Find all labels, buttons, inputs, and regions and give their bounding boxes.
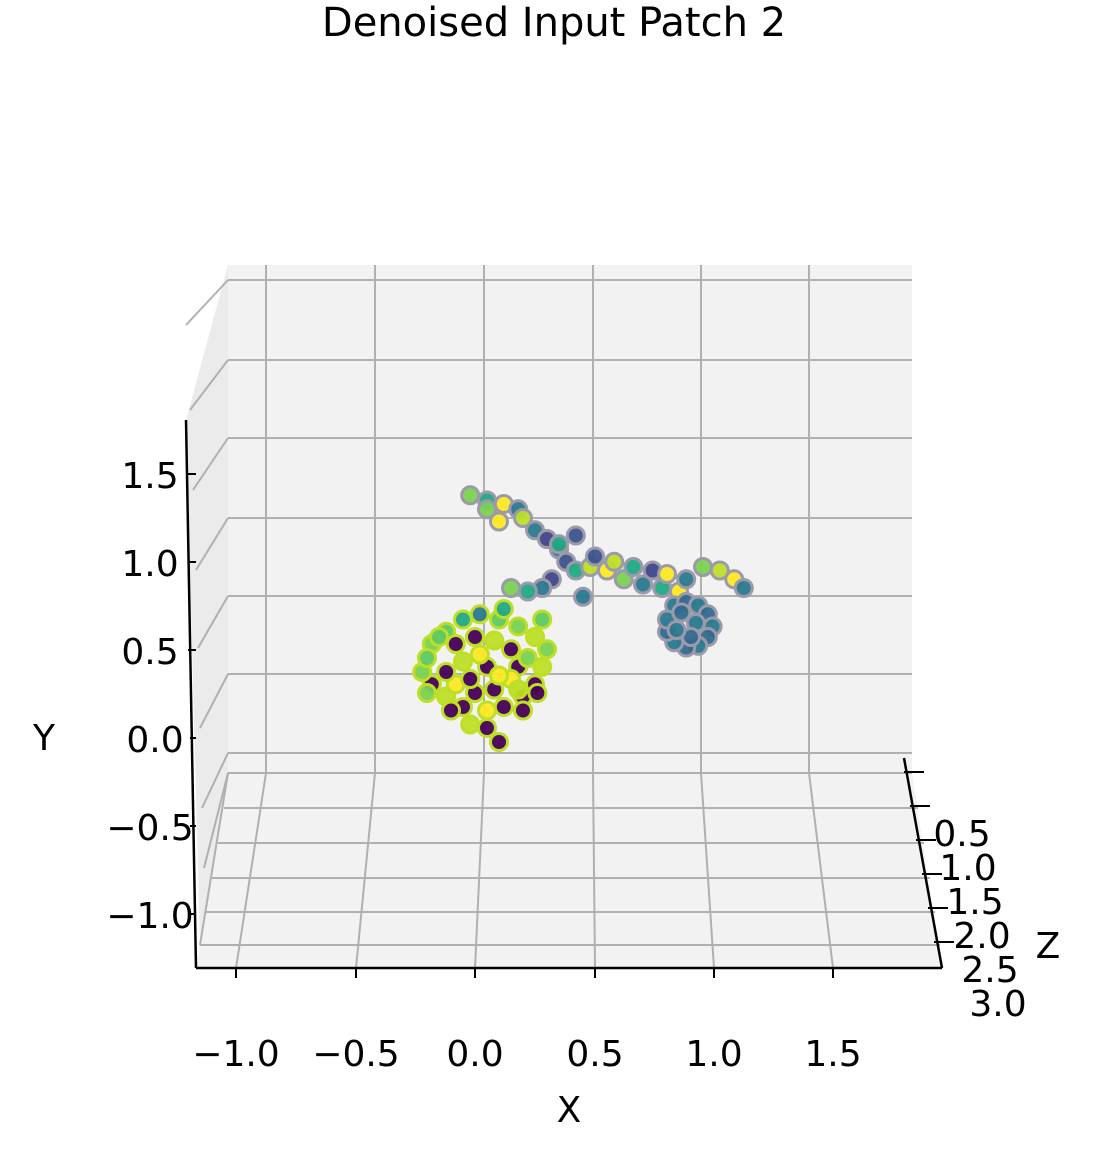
- data-point: [508, 679, 529, 700]
- grid-line-left-pane: [199, 673, 229, 729]
- x-tick-label: −0.5: [312, 1034, 399, 1075]
- data-point: [676, 569, 697, 590]
- z-ticks: 0.51.01.52.02.53.0: [904, 771, 1027, 1025]
- data-point: [417, 683, 437, 703]
- data-point: [585, 546, 605, 567]
- grid-lines: [185, 265, 940, 969]
- data-point: [532, 656, 553, 677]
- data-point: [527, 683, 548, 703]
- data-point: [532, 609, 553, 630]
- data-point: [453, 609, 473, 630]
- data-point: [513, 508, 533, 528]
- y-tick-label: 1.5: [121, 456, 178, 497]
- data-point: [460, 485, 481, 506]
- grid-line-left-pane: [199, 772, 229, 946]
- grid-line-left-pane: [203, 772, 229, 869]
- y-tick-label: 0.5: [121, 632, 178, 673]
- y-tick-label: 0.0: [126, 720, 183, 761]
- data-point: [493, 599, 514, 619]
- grid-line-floor: [474, 772, 485, 969]
- floor-pane: [196, 773, 942, 968]
- data-point: [465, 627, 485, 647]
- z-tick-label: 0.5: [933, 814, 990, 855]
- z-tick-label: 3.0: [969, 984, 1026, 1025]
- data-point: [489, 511, 509, 532]
- data-point: [537, 639, 557, 660]
- data-point: [445, 634, 466, 654]
- data-point: [693, 557, 713, 577]
- chart-title: Denoised Input Patch 2: [322, 0, 786, 46]
- z-axis-line: [902, 757, 944, 969]
- x-tick-label: 1.0: [685, 1034, 742, 1075]
- grid-line-left-pane: [192, 437, 229, 491]
- data-point: [469, 604, 490, 625]
- data-point: [453, 651, 473, 672]
- data-point: [513, 700, 533, 721]
- data-point: [633, 574, 653, 595]
- data-point: [501, 639, 521, 660]
- data-point: [477, 718, 497, 738]
- y-axis-line: [184, 419, 198, 969]
- z-tick-label: 1.5: [946, 882, 1003, 923]
- z-tick-label: 1.0: [939, 848, 996, 889]
- data-point: [657, 564, 677, 584]
- data-point: [573, 586, 593, 607]
- data-point: [477, 700, 497, 721]
- data-point: [671, 602, 692, 623]
- y-axis-label: Y: [32, 718, 56, 759]
- data-point: [549, 534, 569, 555]
- z-tick-label: 2.5: [961, 950, 1018, 991]
- data-point: [565, 525, 586, 546]
- data-point: [623, 557, 644, 577]
- x-tick-label: 0.0: [446, 1034, 503, 1075]
- data-point: [733, 578, 754, 598]
- x-tick-label: 1.5: [804, 1034, 861, 1075]
- grid-line-floor: [235, 772, 267, 969]
- grid-line-left-pane: [197, 595, 229, 649]
- axis-edges: [184, 419, 944, 970]
- data-point: [460, 669, 481, 689]
- x-tick-label: −1.0: [192, 1034, 279, 1075]
- y-tick-label: −0.5: [106, 808, 193, 849]
- grid-line-left-pane: [185, 279, 229, 326]
- data-point: [709, 560, 730, 581]
- grid-line-floor: [355, 772, 376, 969]
- data-point: [489, 665, 509, 686]
- y-tick-label: 1.0: [121, 544, 178, 585]
- grid-line-left-pane: [195, 517, 229, 571]
- x-ticks: −1.0 −0.5 0.0 0.5 1.0 1.5: [192, 968, 862, 1075]
- data-point: [484, 630, 505, 651]
- data-point: [525, 627, 545, 647]
- data-point: [517, 581, 538, 602]
- data-point: [469, 644, 490, 665]
- y-tick-label: −1.0: [106, 896, 193, 937]
- x-tick-label: 0.5: [566, 1034, 623, 1075]
- grid-line-left-pane: [189, 359, 229, 411]
- data-point: [604, 551, 625, 572]
- data-point: [493, 697, 514, 717]
- y-ticks: −1.0 −0.5 0.0 0.5 1.0 1.5: [106, 456, 196, 937]
- data-point: [489, 732, 509, 752]
- data-point: [460, 714, 481, 735]
- grid-line-floor: [592, 772, 596, 969]
- grid-line-floor: [700, 772, 715, 969]
- scatter-points: [412, 485, 754, 752]
- z-axis-label: Z: [1036, 926, 1061, 967]
- data-point: [429, 627, 449, 647]
- z-tick-label: 2.0: [953, 916, 1010, 957]
- grid-line-left-pane: [201, 752, 229, 809]
- data-point: [508, 616, 529, 637]
- data-point: [501, 578, 521, 598]
- grid-line-floor: [808, 772, 834, 969]
- data-point: [436, 662, 457, 682]
- data-point: [417, 648, 437, 668]
- data-point: [666, 620, 687, 640]
- data-point: [477, 499, 497, 520]
- x-axis-label: X: [557, 1090, 582, 1131]
- data-point: [517, 648, 538, 668]
- axes-panes: [186, 265, 942, 968]
- data-point: [441, 700, 461, 721]
